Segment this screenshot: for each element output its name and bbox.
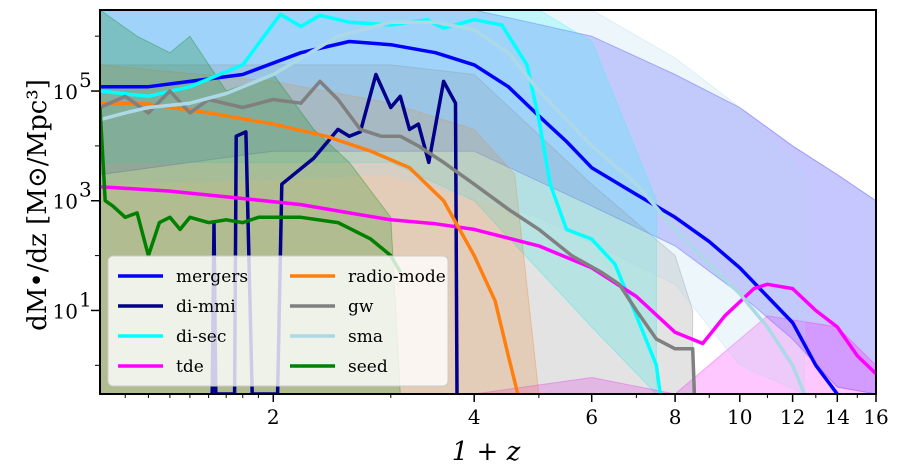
legend-label-seed: seed (348, 357, 388, 377)
tde-line (100, 184, 876, 376)
y-tick-exponent: 5 (79, 68, 92, 92)
legend: mergers di-mmi di-sec tde radio-mode gw sma see… (107, 255, 449, 387)
radio-mode-line (100, 101, 520, 394)
plot-frame (99, 9, 877, 395)
seed-line (100, 107, 402, 273)
y-axis-title: dM•/dz [M⊙/Mpc³] (23, 79, 53, 331)
legend-label-di-sec: di-sec (176, 327, 226, 347)
mergers-band (100, 10, 876, 394)
legend-label-gw: gw (348, 297, 374, 317)
x-tick-label: 2 (267, 405, 280, 429)
x-tick-label: 12 (780, 405, 805, 429)
x-tick-label: 6 (585, 405, 598, 429)
tde-band (100, 315, 876, 394)
sma-line (100, 20, 807, 394)
x-tick-label: 16 (863, 405, 888, 429)
y-tick-label: 10 (53, 190, 78, 214)
x-axis-ticks: 2 4 6 8 10 12 14 16 (124, 394, 889, 429)
y-tick-label: 10 (53, 80, 78, 104)
y-tick-exponent: 3 (79, 178, 92, 202)
legend-label-mergers: mergers (176, 267, 248, 287)
y-tick-exponent: 1 (79, 287, 92, 311)
di-sec-line (100, 12, 662, 394)
x-axis-title: 1 + z (452, 437, 521, 467)
x-tick-label: 4 (468, 405, 481, 429)
x-tick-label: 8 (669, 405, 682, 429)
sma-band (100, 10, 805, 394)
legend-label-radio-mode: radio-mode (348, 267, 446, 287)
legend-box (107, 255, 449, 387)
legend-label-tde: tde (176, 357, 204, 377)
y-tick-label: 10 (53, 299, 78, 323)
legend-label-di-mmi: di-mmi (176, 297, 236, 317)
legend-label-sma: sma (348, 327, 383, 347)
x-tick-label: 14 (825, 405, 850, 429)
x-tick-label: 10 (727, 405, 752, 429)
gw-line (100, 79, 697, 394)
